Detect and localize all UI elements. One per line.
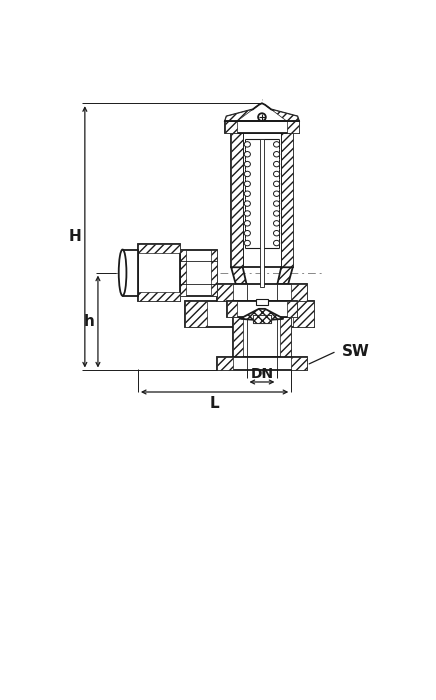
Text: SW: SW	[342, 344, 370, 358]
Polygon shape	[291, 284, 307, 301]
Polygon shape	[286, 301, 297, 316]
Polygon shape	[277, 267, 293, 284]
Ellipse shape	[244, 201, 250, 206]
Bar	[217, 284, 307, 301]
Polygon shape	[293, 301, 314, 326]
Ellipse shape	[244, 230, 250, 236]
Polygon shape	[231, 267, 246, 284]
Polygon shape	[225, 105, 259, 121]
Circle shape	[258, 113, 266, 121]
Ellipse shape	[244, 141, 250, 147]
Polygon shape	[281, 133, 293, 267]
Bar	[233, 316, 291, 357]
Polygon shape	[217, 357, 233, 370]
Polygon shape	[280, 316, 291, 357]
Polygon shape	[217, 284, 233, 301]
Bar	[260, 139, 264, 286]
Ellipse shape	[273, 191, 279, 197]
Bar	[217, 357, 307, 370]
Polygon shape	[286, 121, 299, 133]
Polygon shape	[138, 244, 181, 253]
Text: H: H	[68, 230, 81, 244]
Bar	[123, 250, 138, 295]
Polygon shape	[253, 315, 271, 323]
Ellipse shape	[244, 240, 250, 246]
Bar	[181, 250, 217, 295]
Ellipse shape	[244, 181, 250, 187]
Bar	[138, 244, 181, 301]
Polygon shape	[181, 250, 187, 295]
Text: h: h	[83, 314, 94, 329]
Polygon shape	[211, 250, 217, 295]
Polygon shape	[291, 357, 307, 370]
Text: L: L	[210, 396, 219, 411]
Ellipse shape	[244, 162, 250, 167]
Ellipse shape	[273, 240, 279, 246]
Polygon shape	[185, 301, 207, 326]
Polygon shape	[240, 309, 283, 321]
Bar	[256, 299, 268, 305]
Polygon shape	[225, 121, 237, 133]
Ellipse shape	[244, 191, 250, 197]
Ellipse shape	[273, 220, 279, 226]
Ellipse shape	[244, 220, 250, 226]
Polygon shape	[225, 103, 299, 121]
Ellipse shape	[273, 230, 279, 236]
Ellipse shape	[119, 249, 126, 295]
Bar	[253, 315, 271, 323]
Ellipse shape	[244, 211, 250, 216]
Ellipse shape	[244, 172, 250, 176]
Ellipse shape	[273, 162, 279, 167]
Bar	[225, 121, 299, 133]
Bar	[227, 301, 297, 316]
Polygon shape	[227, 301, 237, 316]
Bar	[231, 133, 293, 267]
Ellipse shape	[273, 151, 279, 157]
Bar	[185, 301, 314, 326]
Polygon shape	[231, 133, 243, 267]
Ellipse shape	[273, 181, 279, 187]
Ellipse shape	[273, 211, 279, 216]
Polygon shape	[265, 105, 299, 121]
Polygon shape	[138, 292, 181, 301]
Ellipse shape	[273, 172, 279, 176]
Ellipse shape	[273, 141, 279, 147]
Text: DN: DN	[250, 368, 273, 382]
Ellipse shape	[273, 201, 279, 206]
Ellipse shape	[244, 151, 250, 157]
Polygon shape	[233, 316, 243, 357]
